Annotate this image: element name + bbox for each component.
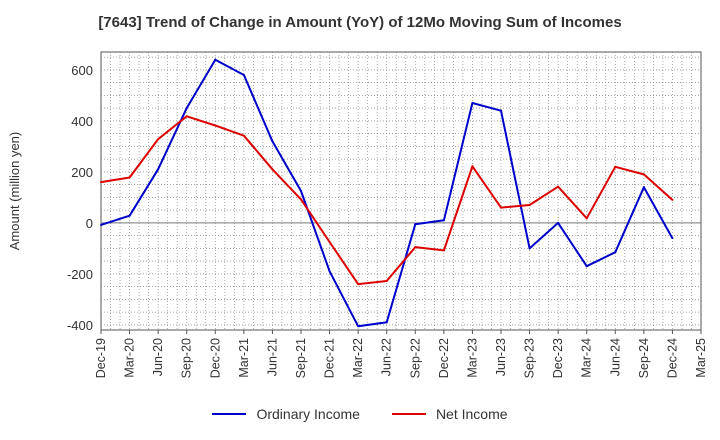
series-lines xyxy=(100,58,674,328)
legend-item-net-income: Net Income xyxy=(391,406,508,422)
y-tick-label: 0 xyxy=(86,216,93,231)
x-tick-label: Sep-23 xyxy=(523,338,537,378)
data-point-ordinary-income xyxy=(328,270,331,273)
legend-item-ordinary-income: Ordinary Income xyxy=(212,406,360,422)
data-point-ordinary-income xyxy=(300,190,302,192)
data-point-net-income xyxy=(128,176,131,179)
data-point-ordinary-income xyxy=(471,102,474,105)
x-tick-label: Dec-23 xyxy=(551,338,565,378)
y-axis-label: Amount (million yen) xyxy=(7,132,22,251)
data-point-net-income xyxy=(500,206,502,209)
data-point-ordinary-income xyxy=(442,219,445,222)
y-tick-label: 200 xyxy=(71,165,93,180)
data-point-ordinary-income xyxy=(528,247,531,250)
data-point-net-income xyxy=(642,173,645,176)
data-point-ordinary-income xyxy=(271,140,274,143)
x-tick-label: Jun-24 xyxy=(608,338,622,376)
y-tick-label: 400 xyxy=(71,114,93,129)
data-point-ordinary-income xyxy=(642,186,645,189)
data-point-net-income xyxy=(585,217,588,220)
x-tick-label: Jun-20 xyxy=(151,338,165,376)
data-point-ordinary-income xyxy=(671,237,674,240)
x-tick-label: Dec-24 xyxy=(665,338,679,378)
data-point-ordinary-income xyxy=(385,321,388,324)
x-tick-label: Mar-21 xyxy=(237,338,251,378)
legend-swatch-ordinary-income xyxy=(212,413,247,415)
data-point-ordinary-income xyxy=(557,221,560,224)
plot-area xyxy=(100,51,702,331)
data-point-ordinary-income xyxy=(357,325,360,328)
x-tick-label: Sep-24 xyxy=(637,338,651,378)
x-tick-label: Mar-25 xyxy=(694,338,708,378)
data-point-ordinary-income xyxy=(214,58,217,61)
legend-label-ordinary-income: Ordinary Income xyxy=(256,406,360,422)
data-point-ordinary-income xyxy=(100,223,102,226)
data-point-net-income xyxy=(442,249,445,252)
data-point-net-income xyxy=(357,283,360,286)
data-point-net-income xyxy=(157,138,160,141)
x-tick-label: Jun-21 xyxy=(265,338,279,376)
data-point-ordinary-income xyxy=(414,223,417,226)
x-tick-label: Dec-20 xyxy=(208,338,222,378)
data-point-net-income xyxy=(557,185,560,188)
x-tick-label: Jun-23 xyxy=(494,338,508,376)
x-tick-label: Mar-22 xyxy=(351,338,365,378)
x-tick-label: Dec-19 xyxy=(94,338,108,378)
data-point-ordinary-income xyxy=(585,265,588,268)
legend-swatch-net-income xyxy=(391,413,426,415)
data-point-ordinary-income xyxy=(185,107,188,110)
y-tick-label: -200 xyxy=(67,267,93,282)
data-point-ordinary-income xyxy=(500,109,502,112)
data-point-net-income xyxy=(614,165,617,168)
legend: Ordinary Income Net Income xyxy=(0,406,720,422)
legend-label-net-income: Net Income xyxy=(435,406,508,422)
data-point-net-income xyxy=(185,115,188,118)
x-tick-label: Mar-24 xyxy=(580,338,594,378)
data-point-net-income xyxy=(671,198,674,201)
x-tick-label: Sep-20 xyxy=(180,338,194,378)
plot-frame xyxy=(100,51,702,331)
y-tick-label: -400 xyxy=(67,318,93,333)
data-point-net-income xyxy=(328,241,331,244)
x-tick-label: Sep-22 xyxy=(408,338,422,378)
y-axis-ticks: -400 -200 0 200 400 600 xyxy=(67,63,93,333)
data-point-net-income xyxy=(100,181,102,184)
x-tick-label: Dec-21 xyxy=(323,338,337,378)
y-tick-label: 600 xyxy=(71,63,93,78)
data-point-ordinary-income xyxy=(128,214,131,217)
data-point-net-income xyxy=(271,168,274,171)
x-tick-label: Mar-23 xyxy=(465,338,479,378)
data-point-ordinary-income xyxy=(242,73,245,76)
data-point-net-income xyxy=(385,280,388,283)
chart-title: [7643] Trend of Change in Amount (YoY) o… xyxy=(98,14,622,31)
data-point-net-income xyxy=(242,134,245,137)
line-chart: -400 -200 0 200 400 600 Dec-19 Mar-20 Jun-20 Sep… xyxy=(7,51,708,378)
data-point-net-income xyxy=(414,246,417,249)
data-point-ordinary-income xyxy=(157,168,160,171)
data-point-net-income xyxy=(214,124,217,127)
data-point-net-income xyxy=(471,165,474,168)
x-tick-label: Jun-22 xyxy=(380,338,394,376)
data-point-ordinary-income xyxy=(614,251,617,254)
x-tick-label: Sep-21 xyxy=(294,338,308,378)
x-tick-label: Mar-20 xyxy=(123,338,137,378)
x-tick-label: Dec-22 xyxy=(437,338,451,378)
data-point-net-income xyxy=(528,204,531,207)
x-axis-ticks: Dec-19 Mar-20 Jun-20 Sep-20 Dec-20 Mar-21 Jun-… xyxy=(94,330,708,378)
data-point-net-income xyxy=(300,198,302,201)
